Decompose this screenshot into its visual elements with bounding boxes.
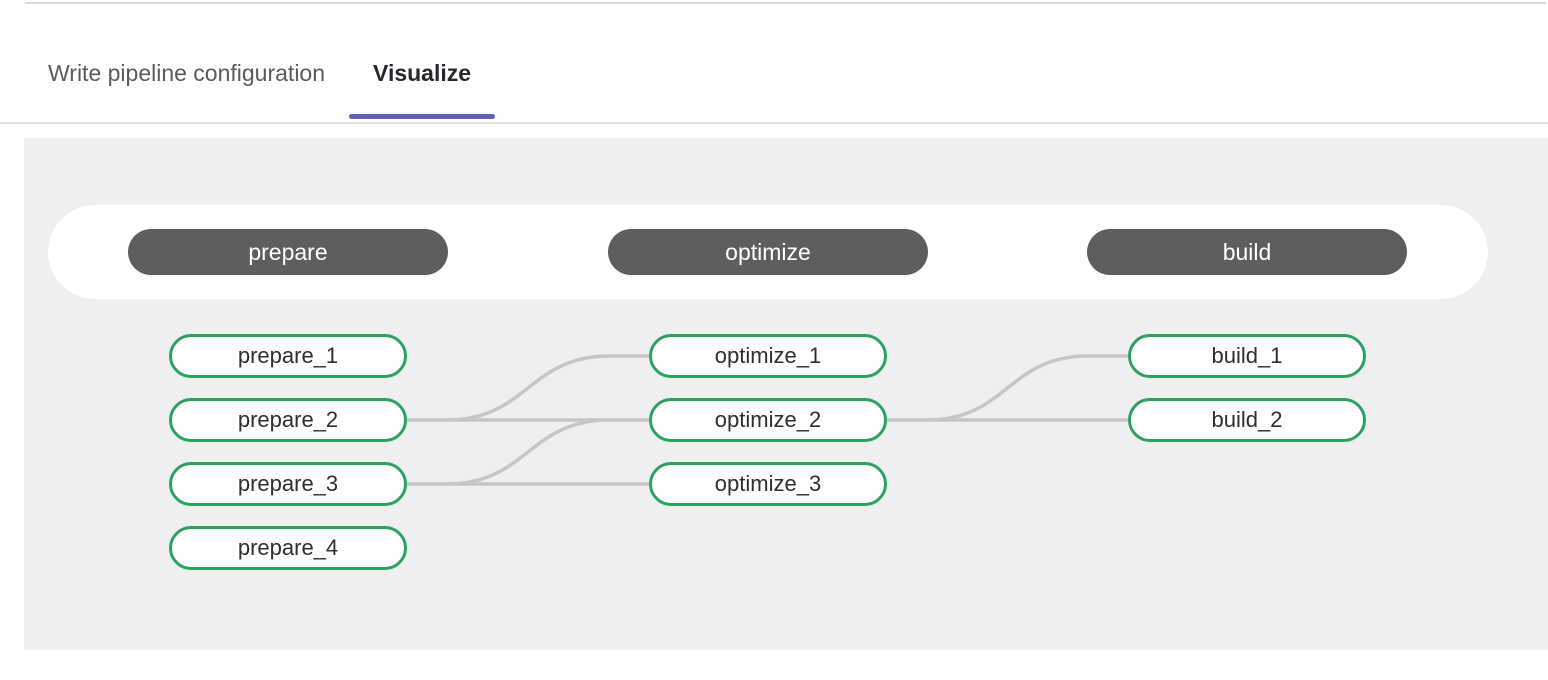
job-dependency-links	[407, 354, 1128, 486]
job-node-prepare_3[interactable]: prepare_3	[169, 462, 407, 506]
job-node-build_1[interactable]: build_1	[1128, 334, 1366, 378]
stage-label-prepare: prepare	[128, 229, 448, 275]
tab-label: Write pipeline configuration	[48, 60, 326, 86]
tab-bar: Write pipeline configuration Visualize	[0, 4, 1548, 124]
stage-label-optimize: optimize	[608, 229, 928, 275]
job-node-optimize_2[interactable]: optimize_2	[649, 398, 887, 442]
top-divider	[25, 2, 1546, 4]
edge-optimize_2-build_1	[887, 354, 1128, 422]
active-tab-indicator	[349, 114, 496, 119]
tab-write-pipeline-configuration[interactable]: Write pipeline configuration	[24, 44, 349, 122]
tab-label: Visualize	[373, 60, 472, 86]
job-node-prepare_2[interactable]: prepare_2	[169, 398, 407, 442]
stages-header: prepare optimize build	[48, 205, 1488, 299]
job-node-build_2[interactable]: build_2	[1128, 398, 1366, 442]
job-node-optimize_1[interactable]: optimize_1	[649, 334, 887, 378]
pipeline-visualization-panel: prepare optimize build prepare_1 prepare_2 p…	[24, 138, 1548, 650]
job-node-prepare_1[interactable]: prepare_1	[169, 334, 407, 378]
stage-label-build: build	[1087, 229, 1407, 275]
tab-visualize[interactable]: Visualize	[349, 44, 496, 122]
edge-prepare_3-optimize_2	[407, 418, 649, 486]
job-node-prepare_4[interactable]: prepare_4	[169, 526, 407, 570]
edge-prepare_2-optimize_1	[407, 354, 649, 422]
job-node-optimize_3[interactable]: optimize_3	[649, 462, 887, 506]
